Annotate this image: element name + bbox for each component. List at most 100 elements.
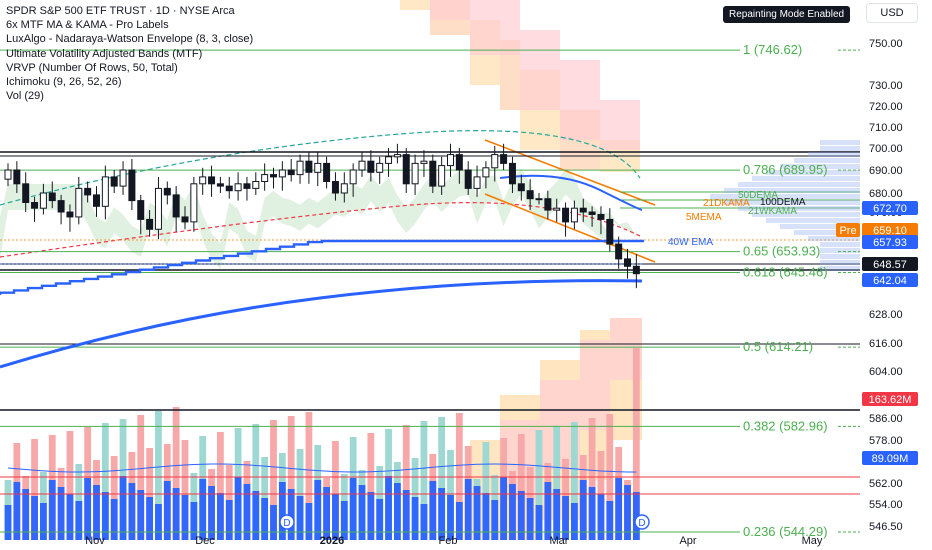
candle-body (323, 162, 331, 182)
volume-bar-lower (332, 494, 339, 540)
candle-body (296, 160, 304, 176)
candle-body (367, 160, 375, 173)
candle-body (429, 160, 437, 187)
candle-body (331, 181, 339, 194)
volume-bar (632, 348, 640, 540)
chart-legend: SPDR S&P 500 ETF TRUST · 1D · NYSE Arca … (6, 4, 253, 103)
candle-body (234, 183, 242, 192)
price-tag-bg (836, 223, 860, 237)
volume-bar (571, 422, 578, 540)
volume-bar-lower (500, 477, 507, 540)
volume-bar-lower (66, 494, 74, 540)
volume-bar-lower (40, 503, 47, 540)
volume-bar-lower (270, 505, 277, 540)
candle-body (615, 243, 623, 260)
volume-bar (535, 430, 543, 540)
price-tag-label: 642.04 (873, 275, 907, 287)
volume-bar-lower (75, 501, 83, 540)
profile-row (752, 212, 860, 217)
envelope-upper (0, 130, 641, 206)
volume-bar-lower (110, 499, 118, 540)
ema-40w-step (0, 239, 644, 295)
volume-bar (402, 425, 410, 540)
candle-body (570, 207, 578, 223)
dividend-marker[interactable] (279, 514, 295, 530)
volume-bar-lower (128, 483, 136, 540)
repainting-mode-badge[interactable]: Repainting Mode Enabled (723, 6, 851, 23)
volume-bar-lower (305, 503, 313, 540)
profile-row (780, 164, 860, 169)
volume-bar-lower (562, 496, 569, 540)
price-tag-label: 672.70 (873, 203, 907, 215)
dividend-marker[interactable] (634, 514, 650, 530)
volume-bars (4, 348, 640, 540)
legend-indicator[interactable]: VRVP (Number Of Rows, 50, Total) (6, 61, 178, 74)
volume-bar (101, 423, 109, 540)
legend-indicator[interactable]: 6x MTF MA & KAMA - Pro Labels (6, 19, 169, 32)
volume-bar-lower (482, 493, 490, 540)
price-tick: 750.00 (869, 38, 903, 50)
volume-bar (588, 418, 596, 540)
volume-bar-lower (323, 487, 330, 540)
profile-row (820, 140, 860, 145)
profile-row (752, 176, 860, 181)
price-tick: 546.50 (869, 521, 903, 533)
time-axis[interactable]: Nov Dec 2026 Feb Mar Apr May (85, 535, 823, 547)
candle-body (544, 198, 552, 211)
volume-bar-lower (252, 491, 260, 540)
legend-indicator[interactable]: Vol (29) (6, 90, 44, 103)
candle-body (632, 265, 640, 275)
price-tag-label: 648.57 (873, 259, 907, 271)
cloud-segment (400, 0, 430, 10)
time-tick: Nov (85, 535, 105, 547)
profile-row (710, 194, 860, 199)
cloud-segment (520, 30, 560, 110)
candle-body (358, 160, 366, 171)
volume-bar-lower (535, 505, 543, 540)
candle-body (305, 160, 313, 173)
volume-bar-lower (119, 476, 127, 540)
ichimoku-cloud (0, 0, 642, 540)
candle-body (252, 181, 260, 189)
volume-bar-lower (287, 489, 295, 540)
profile-row (820, 242, 860, 247)
price-tick: 690.00 (869, 165, 903, 177)
volume-bar-lower (217, 493, 224, 540)
volume-bar-lower (385, 476, 392, 540)
volume-bar-lower (579, 480, 587, 540)
volume-bar-lower (48, 480, 56, 540)
candle-body (57, 200, 65, 213)
volume-bar (517, 434, 525, 540)
volume-bar-lower (455, 502, 463, 540)
profile-row (794, 230, 860, 235)
legend-indicator[interactable]: Ultimate Volatility Adjusted Bands (MTF) (6, 47, 203, 60)
volume-bar-lower (597, 494, 605, 540)
volume-bar (438, 417, 446, 540)
candle-body (526, 190, 534, 200)
time-tick: Apr (679, 535, 696, 547)
cloud-segment (580, 340, 610, 430)
legend-indicator[interactable]: LuxAlgo - Nadaraya-Watson Envelope (8, 3… (6, 33, 254, 46)
volume-bar-lower (615, 478, 623, 540)
volume-bar (287, 416, 295, 540)
volume-bar-lower (22, 489, 30, 540)
volume-bar (420, 421, 428, 540)
price-tag-bg (862, 451, 918, 465)
legend-indicator[interactable]: Ichimoku (9, 26, 52, 26) (6, 76, 122, 89)
volume-bar-lower (199, 479, 207, 540)
volume-bar-lower (146, 497, 153, 540)
currency-button[interactable]: USD (866, 3, 918, 23)
ma-21d (499, 174, 643, 211)
volume-bar-lower (190, 502, 198, 540)
volume-bar (553, 426, 561, 540)
profile-row (820, 260, 860, 265)
volume-bar-lower (172, 488, 180, 540)
candle-body (190, 183, 198, 223)
fib-label: 0.5 (614.21) (743, 339, 813, 354)
candle-body (225, 185, 233, 192)
candle-body (146, 218, 154, 230)
fib-labels: 1 (746.62) 0.786 (689.95) 0.65 (653.93) 0.6… (743, 42, 860, 539)
legend-title[interactable]: SPDR S&P 500 ETF TRUST · 1D · NYSE Arca (6, 5, 235, 17)
